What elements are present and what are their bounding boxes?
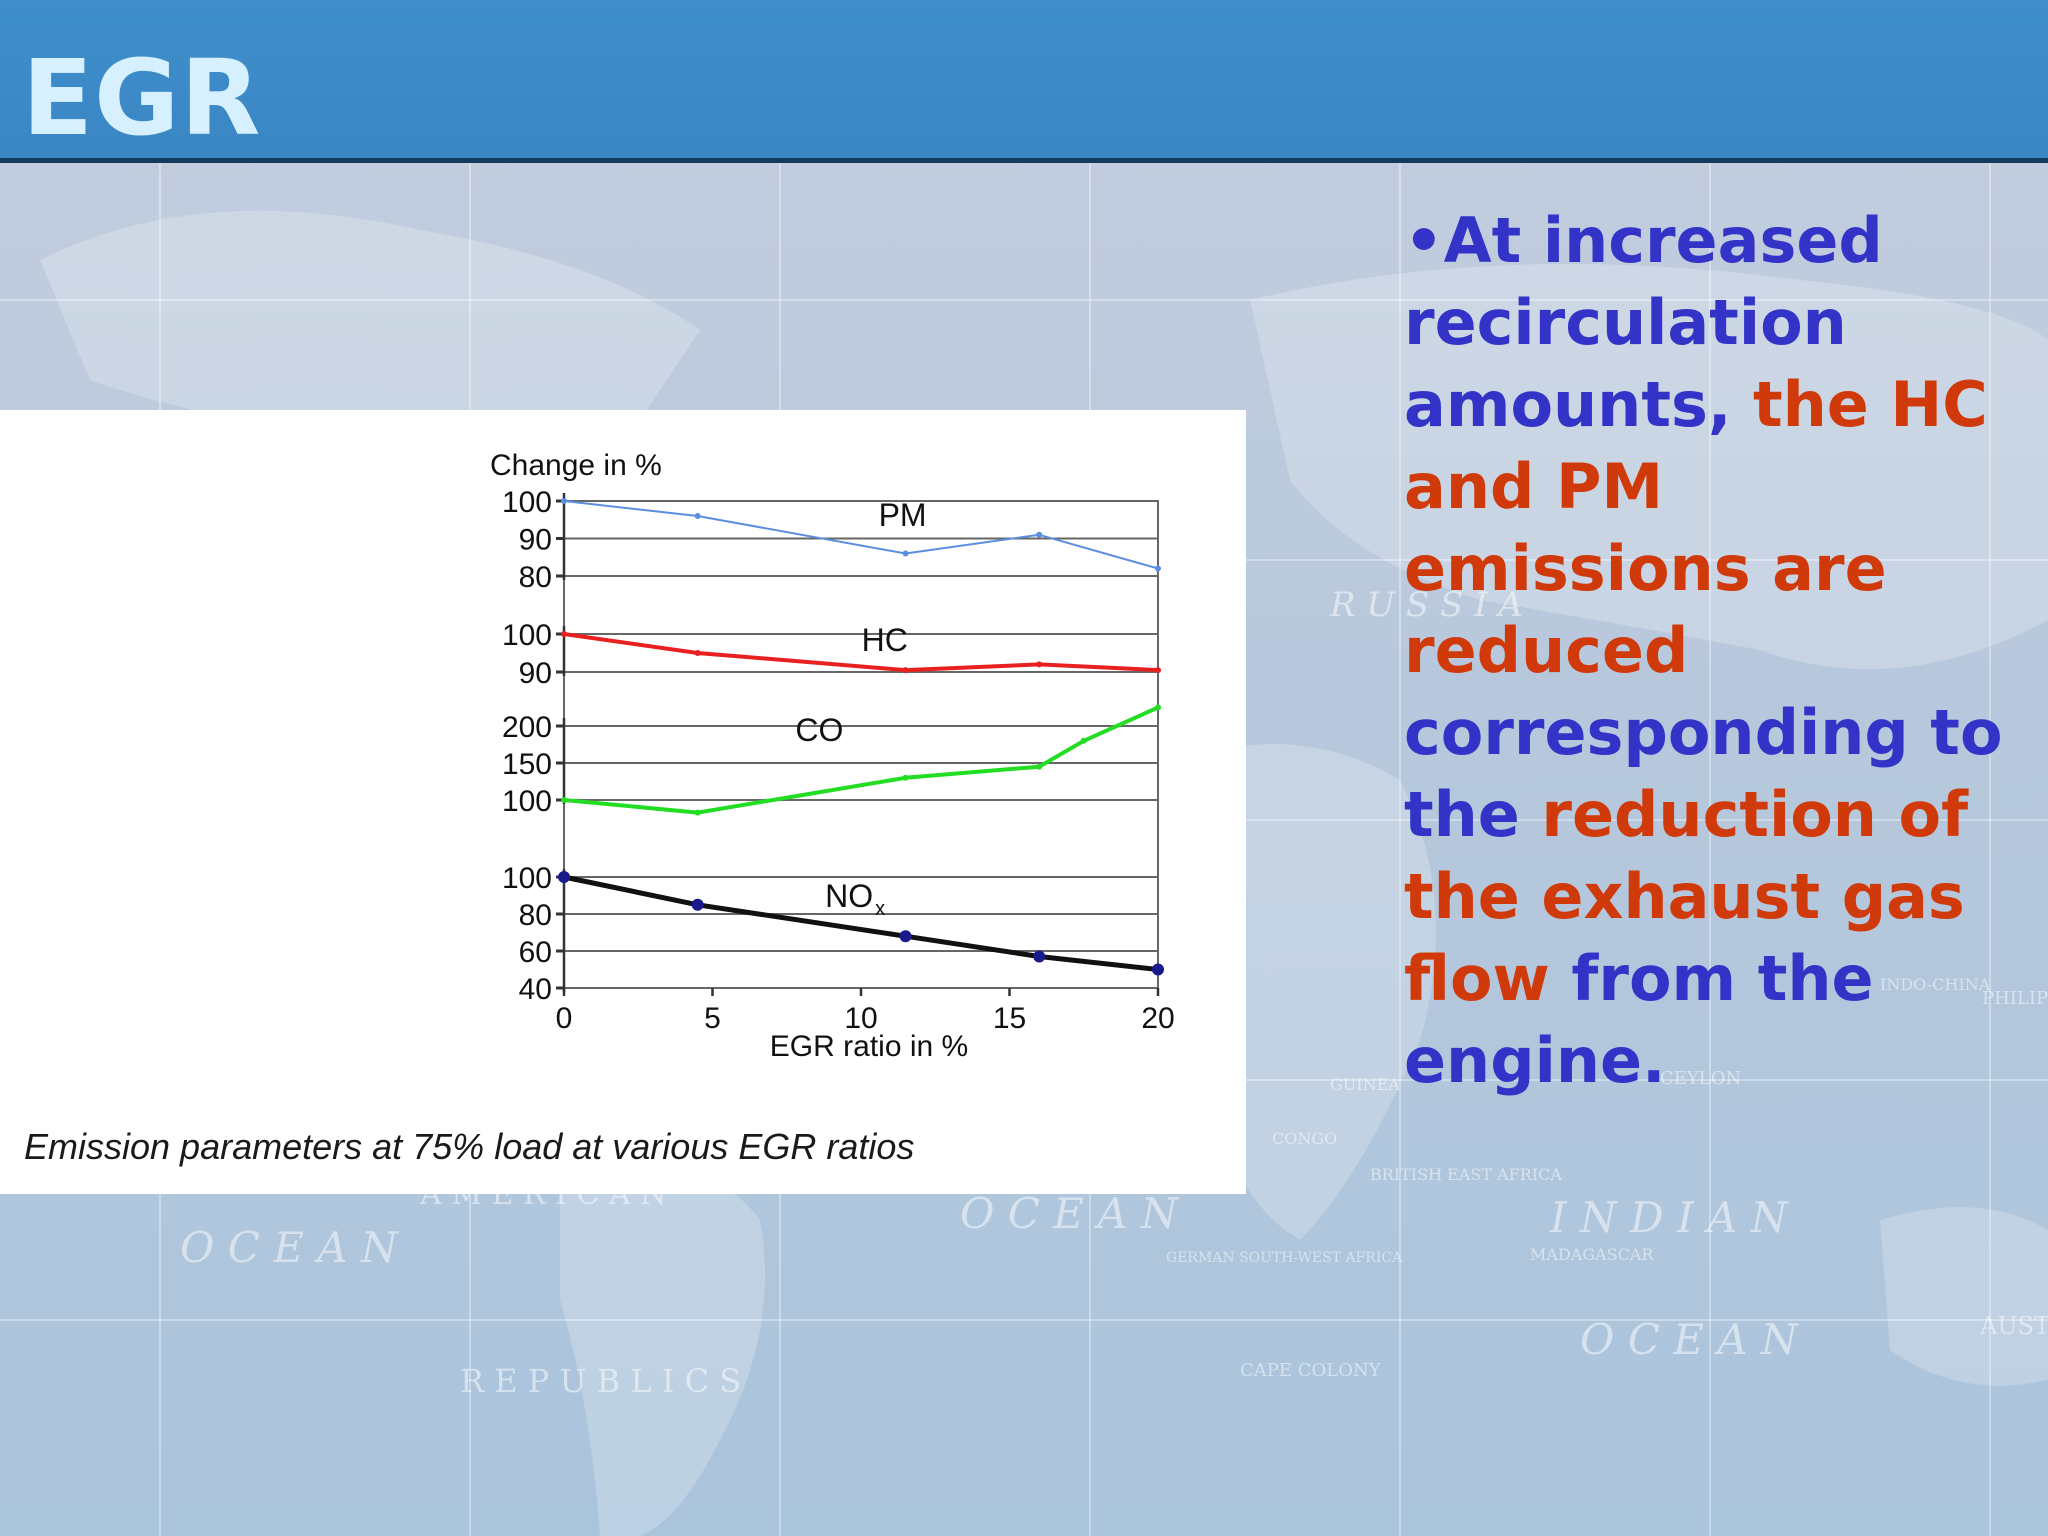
x-tick-label: 20 xyxy=(1141,1002,1174,1035)
y-tick-label: 80 xyxy=(519,561,552,594)
y-tick-label: 100 xyxy=(502,785,552,818)
bullet-run: •At increased recirculation amounts, xyxy=(1404,204,1883,441)
bullet-text: •At increased recirculation amounts, the… xyxy=(1404,200,2024,1102)
x-tick-label: 0 xyxy=(556,1002,573,1035)
map-label: CONGO xyxy=(1272,1129,1337,1148)
x-tick-label: 10 xyxy=(844,1002,877,1035)
data-point-hc xyxy=(902,667,909,674)
data-point-co xyxy=(1036,763,1043,770)
y-tick-label: 90 xyxy=(519,524,552,557)
map-label: PHILIP xyxy=(1982,988,2048,1009)
y-axis-label: Change in % xyxy=(490,449,662,482)
y-tick-label: 90 xyxy=(519,657,552,690)
series-label-co: CO xyxy=(795,712,843,748)
map-label: GERMAN SOUTH-WEST AFRICA xyxy=(1166,1250,1403,1266)
figure-panel: Change in % 100 90 80 PM 100 90 HC 200 150 100 CO 10… xyxy=(0,410,1246,1194)
data-point-nox xyxy=(1152,963,1164,976)
data-point-hc xyxy=(1036,661,1043,668)
data-point-hc xyxy=(561,631,567,637)
data-point-hc xyxy=(694,650,701,656)
map-label: CEYLON xyxy=(1660,1068,1741,1089)
series-line-co xyxy=(563,705,1159,815)
series-label-nox: NO xyxy=(825,878,873,914)
x-axis-label: EGR ratio in % xyxy=(770,1030,968,1063)
y-tick-label: 200 xyxy=(502,711,552,744)
map-label: R U S S I A xyxy=(1329,585,1523,625)
y-tick-label: 100 xyxy=(502,486,552,519)
slide-title: EGR xyxy=(22,37,262,159)
data-point-pm xyxy=(561,498,567,504)
map-label: CAPE COLONY xyxy=(1240,1360,1382,1381)
map-label: AUSTR xyxy=(1979,1312,2048,1340)
bullet-run: corresponding to the xyxy=(1404,696,2003,851)
map-label: INDO-CHINA xyxy=(1880,975,1991,994)
data-point-pm xyxy=(1036,531,1043,538)
x-tick-label: 5 xyxy=(704,1002,721,1035)
data-point-pm xyxy=(902,550,909,557)
map-label: O C E A N xyxy=(1580,1315,1799,1364)
y-tick-label: 60 xyxy=(519,936,552,969)
bullet-run: reduction of the exhaust gas flow xyxy=(1404,778,1969,1015)
data-point-co xyxy=(902,774,909,781)
data-point-nox xyxy=(899,930,912,943)
data-point-nox xyxy=(558,871,570,883)
map-label: MADAGASCAR xyxy=(1530,1245,1654,1264)
y-tick-label: 80 xyxy=(519,899,552,932)
series-line-pm xyxy=(563,500,1159,570)
data-point-nox xyxy=(691,898,704,911)
x-tick-label: 15 xyxy=(993,1002,1026,1035)
series-label-pm: PM xyxy=(879,497,927,533)
data-point-co xyxy=(694,809,701,816)
map-label: R E P U B L I C S xyxy=(460,1362,741,1400)
map-label: GUINEA xyxy=(1330,1075,1400,1094)
data-point-pm xyxy=(1155,565,1161,572)
y-tick-label: 100 xyxy=(502,619,552,652)
data-point-co xyxy=(1155,704,1161,711)
map-label: O C E A N xyxy=(180,1223,399,1272)
title-bar: EGR xyxy=(0,0,2048,163)
map-label: O C E A N xyxy=(960,1189,1179,1238)
y-tick-label: 40 xyxy=(519,973,552,1006)
map-label: BRITISH EAST AFRICA xyxy=(1370,1165,1562,1184)
y-tick-label: 100 xyxy=(502,862,552,895)
emissions-chart: Change in %1009080PM10090HC200150100CO10… xyxy=(490,449,1175,1063)
series-label-subscript: x xyxy=(875,898,885,920)
data-point-hc xyxy=(1155,667,1161,674)
data-point-pm xyxy=(694,513,701,519)
data-point-co xyxy=(561,797,567,803)
bullet-run: the HC and PM emissions are reduced xyxy=(1404,368,1988,687)
data-point-co xyxy=(1080,737,1087,744)
series-label-hc: HC xyxy=(862,622,908,658)
data-point-nox xyxy=(1033,950,1046,963)
map-label: I N D I A N xyxy=(1549,1193,1789,1242)
figure-caption: Emission parameters at 75% load at vario… xyxy=(24,1126,915,1167)
y-tick-label: 150 xyxy=(502,748,552,781)
bullet-run: from the engine. xyxy=(1404,942,1874,1097)
